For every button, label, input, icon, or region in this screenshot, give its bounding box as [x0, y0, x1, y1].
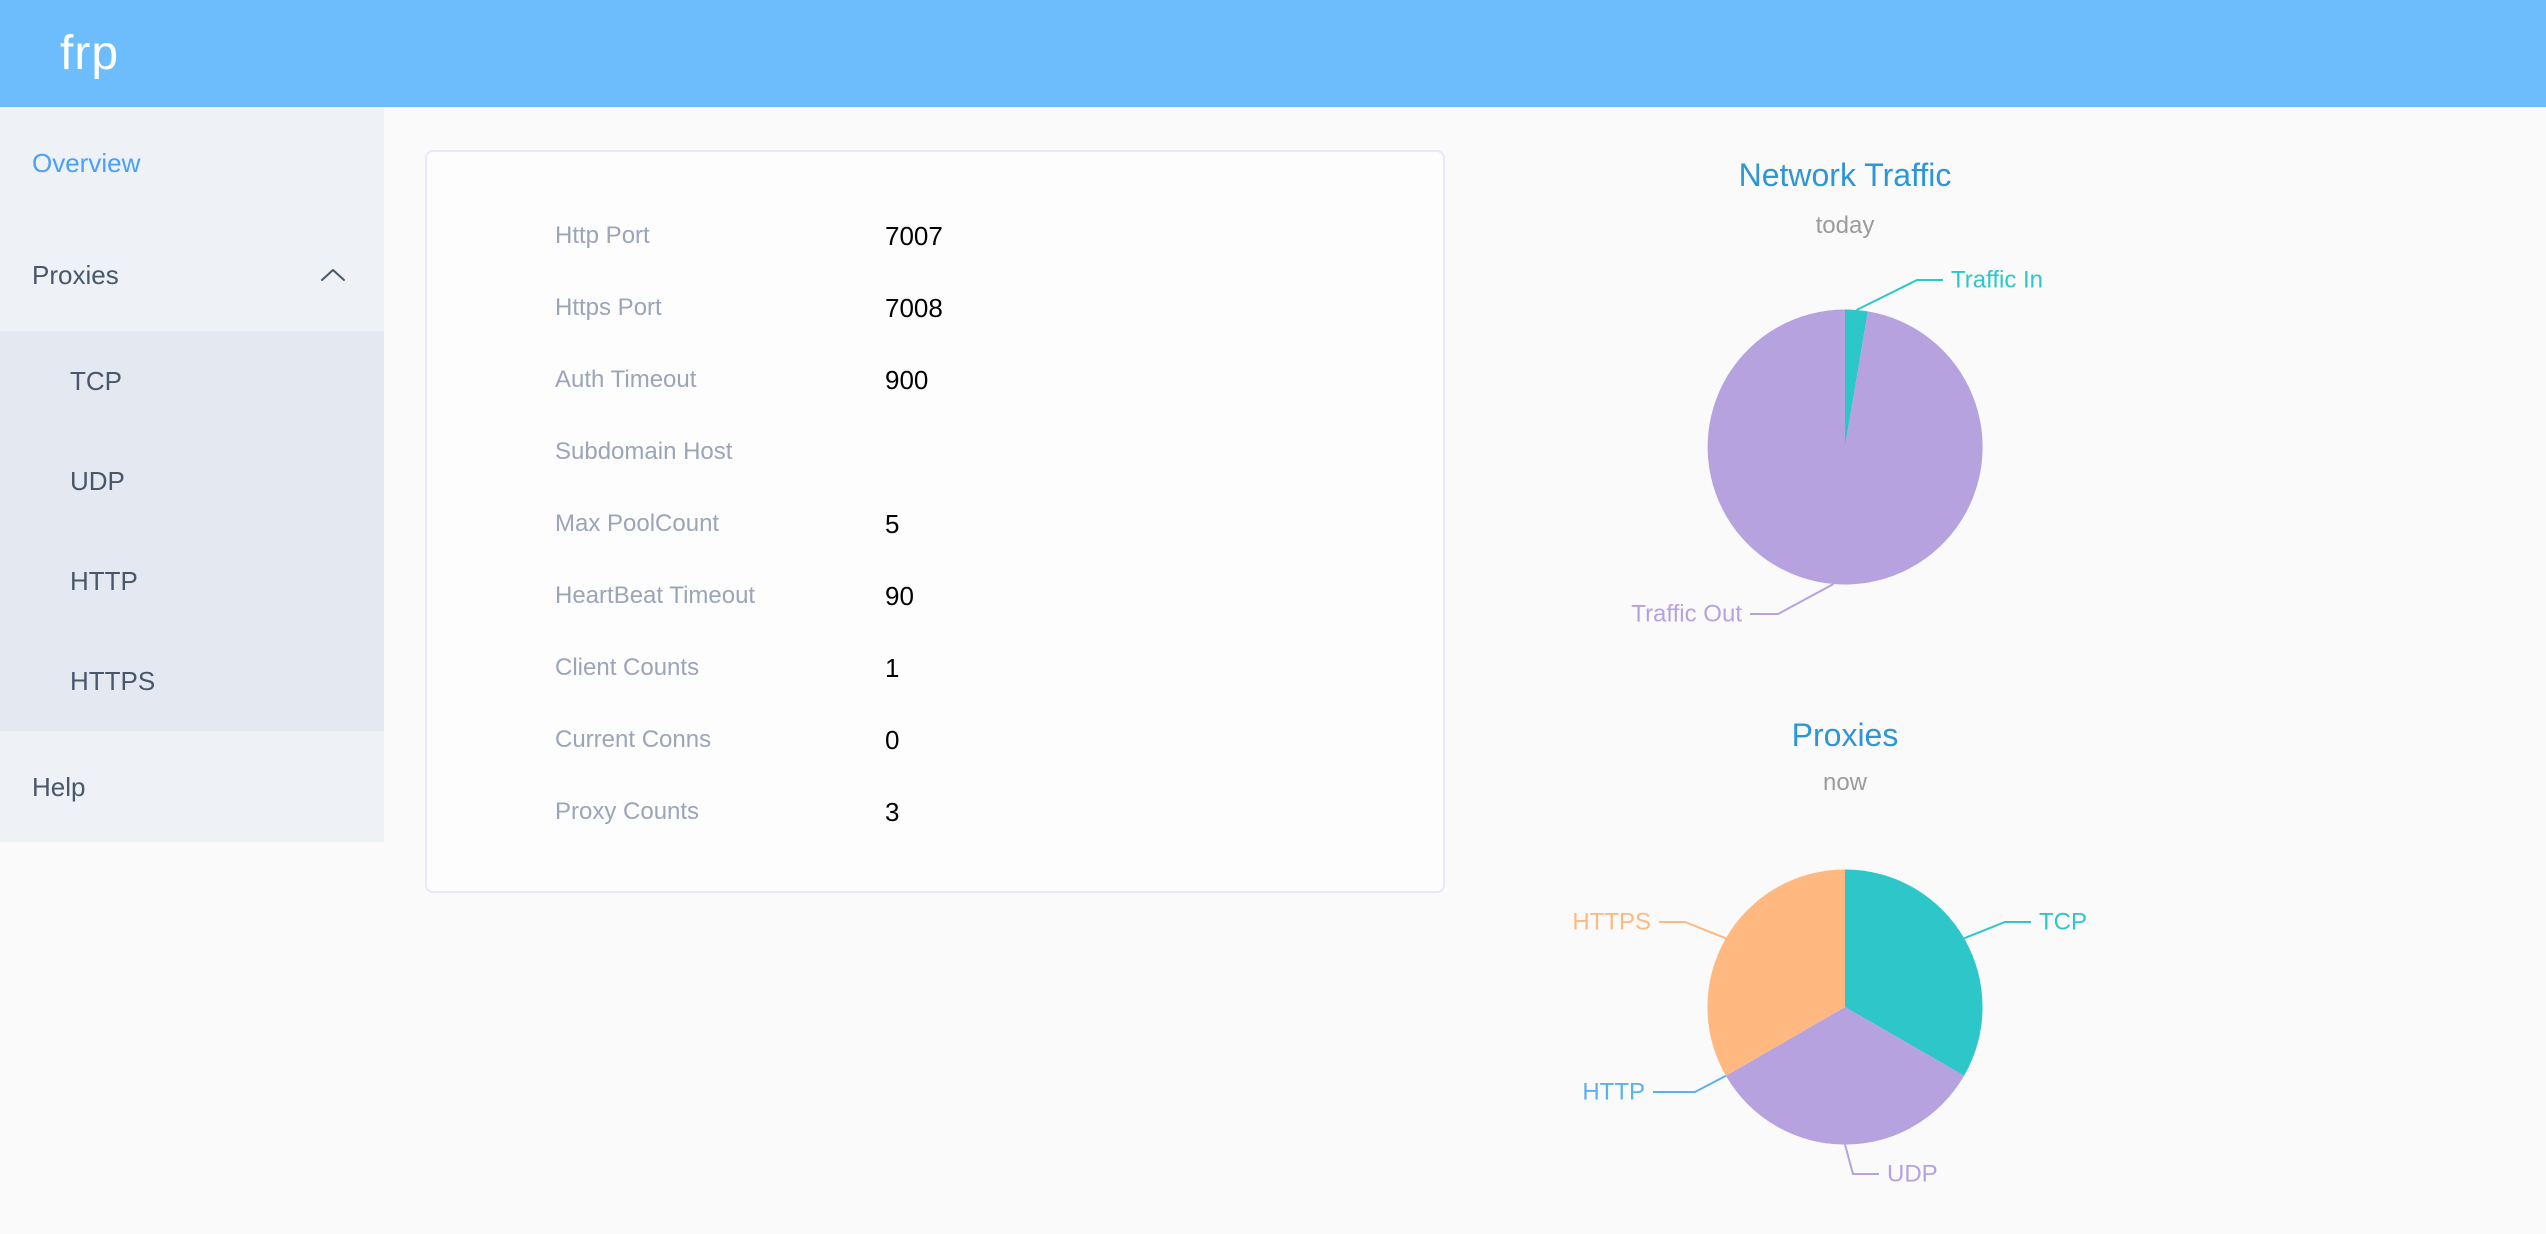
label-line-http [1653, 1074, 1727, 1093]
info-row-auth-timeout: Auth Timeout 900 [427, 344, 1443, 416]
app-header: frp [0, 0, 2546, 107]
info-label: Auth Timeout [555, 366, 697, 393]
label-line-udp [1844, 1144, 1879, 1175]
info-row-subdomain-host: Subdomain Host [427, 416, 1443, 488]
sidebar-item-proxies-label: Proxies [32, 259, 119, 290]
info-label: Https Port [555, 294, 662, 321]
info-row-client-counts: Client Counts 1 [427, 632, 1443, 704]
label-line-https [1659, 921, 1727, 940]
info-label: HeartBeat Timeout [555, 582, 756, 609]
pie-label-udp: UDP [1887, 1161, 1938, 1188]
pie-slice-https[interactable] [1707, 869, 1845, 1076]
sidebar-item-overview-label: Overview [32, 147, 141, 178]
info-label: Client Counts [555, 654, 700, 681]
info-value: 5 [885, 508, 900, 539]
info-value: 900 [885, 364, 929, 395]
info-label: Max PoolCount [555, 510, 720, 537]
pie-label-traffic-in: Traffic In [1951, 267, 2043, 294]
sidebar-item-http[interactable]: HTTP [0, 531, 384, 631]
chart-subtitle-network-traffic: today [1815, 212, 1875, 239]
pie-slice-tcp[interactable] [1845, 869, 1983, 1076]
sidebar-item-https[interactable]: HTTPS [0, 631, 384, 731]
sidebar-item-udp[interactable]: UDP [0, 431, 384, 531]
sidebar-item-tcp-label: TCP [70, 365, 122, 396]
info-value: 7008 [885, 292, 943, 323]
network-traffic-pie-chart: Traffic In Traffic Out [1631, 267, 2043, 628]
info-row-https-port: Https Port 7008 [427, 272, 1443, 344]
app-logo: frp [60, 27, 120, 80]
label-line-traffic-out [1750, 583, 1834, 615]
info-row-max-poolcount: Max PoolCount 5 [427, 488, 1443, 560]
chevron-up-icon [321, 269, 345, 281]
sidebar-item-overview[interactable]: Overview [0, 107, 384, 219]
info-label: Subdomain Host [555, 438, 733, 465]
info-row-current-conns: Current Conns 0 [427, 704, 1443, 776]
pie-label-traffic-out: Traffic Out [1631, 601, 1742, 628]
pie-label-https: HTTPS [1572, 909, 1651, 936]
label-line-traffic-in [1856, 279, 1943, 311]
sidebar-submenu-proxies: TCP UDP HTTP HTTPS [0, 331, 384, 731]
pie-slice-udp[interactable] [1725, 1007, 1965, 1145]
sidebar-item-http-label: HTTP [70, 565, 138, 596]
info-value: 0 [885, 724, 900, 755]
sidebar-item-help[interactable]: Help [0, 731, 384, 843]
info-value: 7007 [885, 220, 943, 251]
info-row-heartbeat-timeout: HeartBeat Timeout 90 [427, 560, 1443, 632]
pie-label-http: HTTP [1582, 1079, 1645, 1106]
server-info-card: Http Port 7007 Https Port 7008 Auth Time… [425, 150, 1445, 893]
sidebar-item-https-label: HTTPS [70, 665, 156, 696]
sidebar-item-tcp[interactable]: TCP [0, 331, 384, 431]
info-label: Current Conns [555, 726, 712, 753]
info-value: 90 [885, 580, 914, 611]
pie-slice-traffic-in[interactable] [1845, 309, 1868, 447]
sidebar-menu: Overview Proxies TCP UDP HTTP HTTPS Help [0, 107, 384, 842]
pie-label-tcp: TCP [2039, 909, 2087, 936]
info-value: 1 [885, 652, 900, 683]
pie-slice-traffic-out[interactable] [1707, 309, 1983, 585]
info-label: Proxy Counts [555, 798, 700, 825]
sidebar-item-proxies[interactable]: Proxies [0, 219, 384, 331]
info-label: Http Port [555, 222, 650, 249]
chart-title-network-traffic: Network Traffic [1738, 157, 1952, 193]
chart-title-proxies: Proxies [1791, 717, 1899, 753]
server-info-rows: Http Port 7007 Https Port 7008 Auth Time… [427, 152, 1443, 848]
info-value: 3 [885, 796, 900, 827]
sidebar-item-udp-label: UDP [70, 465, 125, 496]
proxies-pie-chart: TCP HTTPS HTTP UDP [1572, 869, 2087, 1188]
sidebar-item-help-label: Help [32, 771, 86, 802]
chart-subtitle-proxies: now [1822, 769, 1868, 796]
info-row-proxy-counts: Proxy Counts 3 [427, 776, 1443, 848]
label-line-tcp [1963, 921, 2031, 940]
info-row-http-port: Http Port 7007 [427, 200, 1443, 272]
